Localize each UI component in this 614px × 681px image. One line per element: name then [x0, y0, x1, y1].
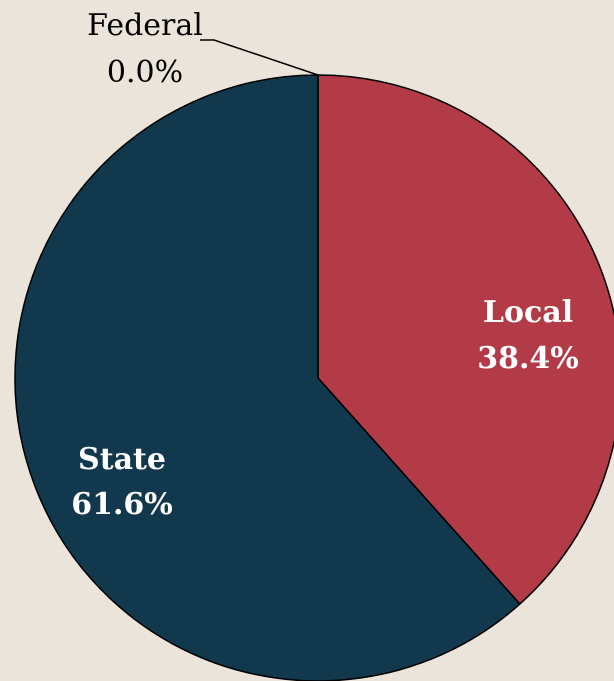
pie-slice — [14, 74, 521, 681]
slice-label: Federal — [87, 8, 203, 43]
slice-value-label: 0.0% — [107, 55, 183, 90]
pie-slice — [317, 74, 614, 605]
slice-value-label: 61.6% — [71, 487, 173, 522]
slice-label: Local — [483, 295, 573, 330]
leader-line — [200, 39, 319, 76]
slice-label: State — [78, 442, 166, 477]
slice-value-label: 38.4% — [477, 341, 579, 376]
